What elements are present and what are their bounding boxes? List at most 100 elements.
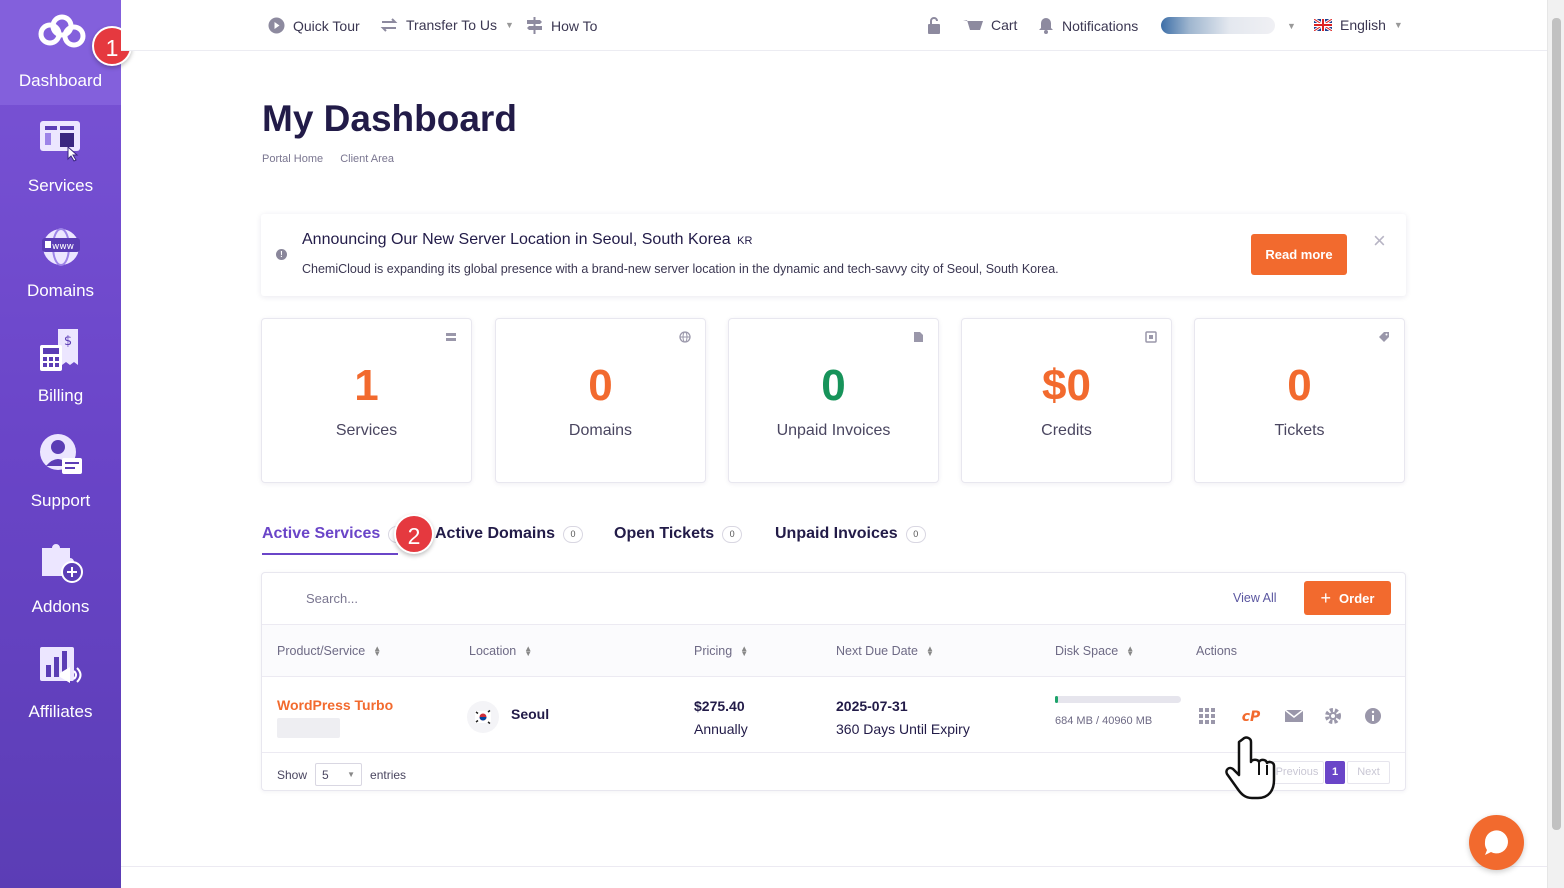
cart-label: Cart [991, 17, 1018, 33]
disk-usage-bar [1055, 696, 1181, 703]
chat-widget-button[interactable] [1469, 815, 1524, 870]
stat-card-domains[interactable]: 0 Domains [495, 318, 706, 483]
chevron-down-icon: ▼ [1393, 20, 1403, 30]
table-row[interactable]: WordPress Turbo Seoul $275.40 Annually 2… [262, 677, 1405, 753]
gear-icon[interactable] [1323, 706, 1343, 726]
order-button[interactable]: + Order [1304, 581, 1391, 615]
cpanel-icon[interactable]: cP [1239, 706, 1263, 726]
column-header-next-due[interactable]: Next Due Date ▲ ▼ [836, 644, 934, 658]
column-header-disk-space[interactable]: Disk Space ▲ ▼ [1055, 644, 1134, 658]
how-to-link[interactable]: How To [526, 17, 597, 34]
page-title: My Dashboard [262, 98, 517, 139]
column-header-location[interactable]: Location ▲ ▼ [469, 644, 532, 658]
sidebar-item-label: Support [30, 491, 91, 510]
due-date-cell: 2025-07-31 360 Days Until Expiry [836, 695, 970, 741]
stat-card-tickets[interactable]: 0 Tickets [1194, 318, 1405, 483]
stat-label: Unpaid Invoices [776, 422, 891, 439]
affiliates-icon [40, 647, 82, 683]
redacted-domain [277, 718, 340, 738]
top-bar: Quick Tour Transfer To Us ▼ How To Cart … [121, 0, 1547, 51]
info-circle-icon[interactable] [1363, 706, 1383, 726]
footer-divider [121, 866, 1547, 867]
disk-usage-fill [1055, 696, 1058, 703]
sidebar-item-billing[interactable]: $ Billing [0, 315, 121, 420]
price-value: $275.40 [694, 698, 745, 714]
hand-pointer-cursor [1225, 736, 1276, 800]
active-tab-indicator [262, 553, 398, 555]
sort-icon: ▲ ▼ [524, 644, 533, 658]
sidebar-item-label: Services [27, 176, 94, 195]
due-date-value: 2025-07-31 [836, 698, 908, 714]
page-size-control: Show 5 ▼ entries [277, 763, 406, 786]
search-input[interactable]: Search... [306, 591, 359, 606]
announcement-description: ChemiCloud is expanding its global prese… [302, 262, 1059, 276]
column-label: Location [469, 644, 517, 658]
page-size-select[interactable]: 5 ▼ [315, 763, 363, 786]
breadcrumb-portal-home[interactable]: Portal Home [262, 153, 324, 165]
stat-label: Credits [1041, 422, 1092, 439]
product-name-link[interactable]: WordPress Turbo [277, 697, 394, 713]
stat-value: 0 [1287, 361, 1312, 410]
services-icon [40, 121, 80, 162]
announcement-title-text: Announcing Our New Server Location in Se… [302, 231, 731, 248]
step-badge-2: 2 [394, 514, 434, 554]
stat-label: Domains [568, 422, 633, 439]
stat-value: 1 [354, 361, 379, 410]
sidebar-item-services[interactable]: Services [0, 105, 121, 210]
view-all-link[interactable]: View All [1233, 591, 1277, 605]
column-header-actions: Actions [1196, 644, 1237, 658]
stat-label: Services [335, 422, 398, 439]
close-icon[interactable]: × [1373, 228, 1386, 253]
email-icon[interactable] [1284, 706, 1304, 726]
bell-icon [1039, 18, 1053, 34]
page-scrollbar[interactable] [1547, 0, 1564, 888]
stat-card-credits[interactable]: $0 Credits [961, 318, 1172, 483]
document-icon [914, 332, 923, 342]
grid-menu-icon[interactable] [1197, 706, 1217, 726]
language-label: English [1340, 17, 1386, 33]
globe-icon [679, 331, 691, 343]
sidebar-item-domains[interactable]: www Domains [0, 210, 121, 315]
column-label: Pricing [694, 644, 733, 658]
sidebar-item-support[interactable]: Support [0, 420, 121, 525]
sidebar-item-affiliates[interactable]: Affiliates [0, 631, 121, 736]
pagination-next[interactable]: Next [1347, 761, 1390, 784]
lock-button[interactable] [927, 17, 941, 34]
kr-flag-icon [467, 701, 499, 733]
stat-label: Tickets [1274, 422, 1325, 439]
chevron-down-icon: ▼ [505, 20, 514, 30]
plus-icon: + [1320, 588, 1332, 608]
scrollbar-thumb[interactable] [1552, 18, 1561, 830]
tab-count: 0 [563, 525, 584, 543]
services-table-card: Search... View All + Order Product/Servic… [261, 572, 1406, 791]
sidebar-item-addons[interactable]: Addons [0, 526, 121, 631]
pagination-page-1[interactable]: 1 [1325, 761, 1345, 784]
sort-icon: ▲ ▼ [373, 644, 382, 658]
tab-unpaid-invoices[interactable]: Unpaid Invoices 0 [775, 525, 926, 543]
entries-label: entries [370, 767, 407, 782]
breadcrumb: Portal Home Client Area [262, 153, 408, 165]
announcement-title: Announcing Our New Server Location in Se… [302, 231, 752, 249]
column-header-product[interactable]: Product/Service ▲ ▼ [277, 644, 381, 658]
tab-active-services[interactable]: Active Services 1 [262, 525, 409, 543]
column-label: Disk Space [1055, 644, 1119, 658]
column-header-pricing[interactable]: Pricing ▲ ▼ [694, 644, 748, 658]
cart-link[interactable]: Cart [963, 17, 1017, 33]
sort-icon: ▲ ▼ [740, 644, 749, 658]
stat-card-services[interactable]: 1 Services [261, 318, 472, 483]
read-more-button[interactable]: Read more [1251, 234, 1347, 275]
notifications-link[interactable]: Notifications [1038, 17, 1138, 34]
language-menu[interactable]: English ▼ [1314, 17, 1403, 33]
stat-card-unpaid-invoices[interactable]: 0 Unpaid Invoices [728, 318, 939, 483]
tab-active-domains[interactable]: Active Domains 0 [435, 525, 584, 543]
billing-icon: $ [40, 329, 78, 371]
account-menu[interactable]: ▼ [1161, 17, 1296, 34]
quick-tour-link[interactable]: Quick Tour [268, 17, 360, 34]
sort-icon: ▲ ▼ [1126, 644, 1135, 658]
transfer-menu[interactable]: Transfer To Us ▼ [380, 17, 514, 33]
transfer-arrows-icon [380, 18, 398, 32]
avatar [1161, 17, 1275, 34]
tab-open-tickets[interactable]: Open Tickets 0 [614, 525, 743, 543]
signpost-icon [527, 17, 542, 34]
